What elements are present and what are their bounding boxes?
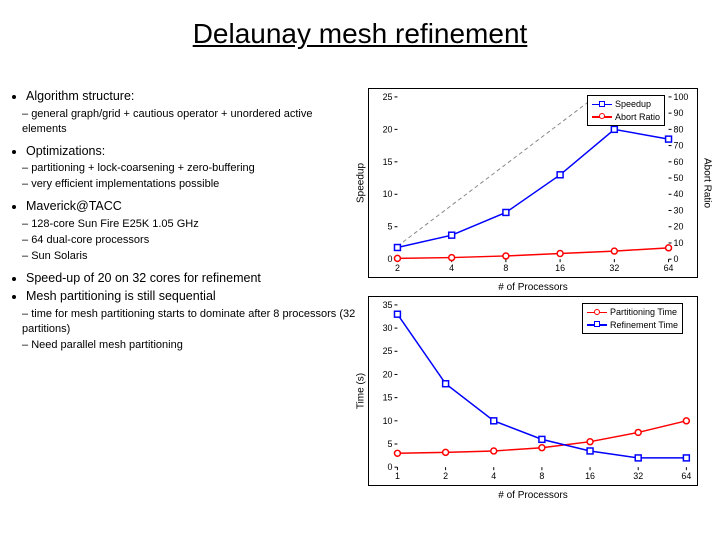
svg-text:0: 0 xyxy=(674,254,679,264)
svg-text:10: 10 xyxy=(674,238,684,248)
content-row: Algorithm structure: general graph/grid … xyxy=(0,58,720,486)
charts-column: 0510152025010203040506070809010024816326… xyxy=(360,88,708,486)
svg-text:5: 5 xyxy=(388,439,393,449)
chart2-xlabel: # of Processors xyxy=(498,490,567,501)
svg-text:4: 4 xyxy=(491,471,496,481)
svg-text:20: 20 xyxy=(383,369,393,379)
bullet-speedup: Speed-up of 20 on 32 cores for refinemen… xyxy=(26,270,360,287)
svg-text:40: 40 xyxy=(674,189,684,199)
svg-text:32: 32 xyxy=(609,263,619,273)
svg-text:10: 10 xyxy=(383,189,393,199)
sub-mav-3: Sun Solaris xyxy=(22,249,360,264)
chart1-ylabel-right: Abort Ratio xyxy=(702,158,713,208)
svg-text:2: 2 xyxy=(443,471,448,481)
svg-text:0: 0 xyxy=(388,462,393,472)
svg-text:70: 70 xyxy=(674,141,684,151)
legend-row: Partitioning Time xyxy=(587,306,678,319)
legend-row: Refinement Time xyxy=(587,319,678,332)
svg-text:5: 5 xyxy=(388,222,393,232)
text-column: Algorithm structure: general graph/grid … xyxy=(8,88,360,486)
svg-text:15: 15 xyxy=(383,157,393,167)
svg-text:20: 20 xyxy=(383,124,393,134)
svg-text:25: 25 xyxy=(383,346,393,356)
page-title: Delaunay mesh refinement xyxy=(0,0,720,58)
legend-row: Speedup xyxy=(592,98,660,111)
svg-text:2: 2 xyxy=(395,263,400,273)
speedup-chart: 0 5 10 15 20 25 0 10 20 30 40 50 60 70 80 90 100 2 4 8 16 32 6… xyxy=(368,88,698,278)
legend-row: Abort Ratio xyxy=(592,111,660,124)
svg-text:100: 100 xyxy=(674,92,689,102)
sub-part-2: Need parallel mesh partitioning xyxy=(22,338,360,353)
svg-text:1: 1 xyxy=(395,471,400,481)
sub-opt-1: partitioning + lock-coarsening + zero-bu… xyxy=(22,161,360,176)
svg-text:30: 30 xyxy=(383,323,393,333)
chart1-legend: SpeedupAbort Ratio xyxy=(587,95,665,126)
sub-mav-2: 64 dual-core processors xyxy=(22,233,360,248)
sub-part-1: time for mesh partitioning starts to dom… xyxy=(22,307,360,337)
sub-mav-1: 128-core Sun Fire E25K 1.05 GHz xyxy=(22,217,360,232)
svg-text:64: 64 xyxy=(681,471,691,481)
chart2-legend: Partitioning TimeRefinement Time xyxy=(582,303,683,334)
bullet-partitioning: Mesh partitioning is still sequential xyxy=(26,288,360,305)
svg-text:25: 25 xyxy=(383,92,393,102)
svg-text:10: 10 xyxy=(383,416,393,426)
bullet-optimizations: Optimizations: xyxy=(26,143,360,160)
svg-text:90: 90 xyxy=(674,108,684,118)
svg-text:80: 80 xyxy=(674,124,684,134)
svg-text:8: 8 xyxy=(503,263,508,273)
svg-text:8: 8 xyxy=(539,471,544,481)
svg-text:20: 20 xyxy=(674,222,684,232)
svg-text:50: 50 xyxy=(674,173,684,183)
chart1-ylabel-left: Speedup xyxy=(356,163,367,203)
svg-text:0: 0 xyxy=(388,254,393,264)
sub-opt-2: very efficient implementations possible xyxy=(22,177,360,192)
bullet-maverick: Maverick@TACC xyxy=(26,198,360,215)
svg-text:60: 60 xyxy=(674,157,684,167)
chart2-ylabel-left: Time (s) xyxy=(356,373,367,409)
svg-text:30: 30 xyxy=(674,205,684,215)
svg-text:16: 16 xyxy=(585,471,595,481)
time-chart: 051015202530351248163264 Time (s) # of P… xyxy=(368,296,698,486)
svg-text:4: 4 xyxy=(449,263,454,273)
sub-algorithm-1: general graph/grid + cautious operator +… xyxy=(22,107,360,137)
svg-text:15: 15 xyxy=(383,393,393,403)
svg-text:35: 35 xyxy=(383,300,393,310)
bullet-algorithm: Algorithm structure: xyxy=(26,88,360,105)
chart1-xlabel: # of Processors xyxy=(498,282,567,293)
svg-text:32: 32 xyxy=(633,471,643,481)
svg-text:64: 64 xyxy=(664,263,674,273)
svg-text:16: 16 xyxy=(555,263,565,273)
